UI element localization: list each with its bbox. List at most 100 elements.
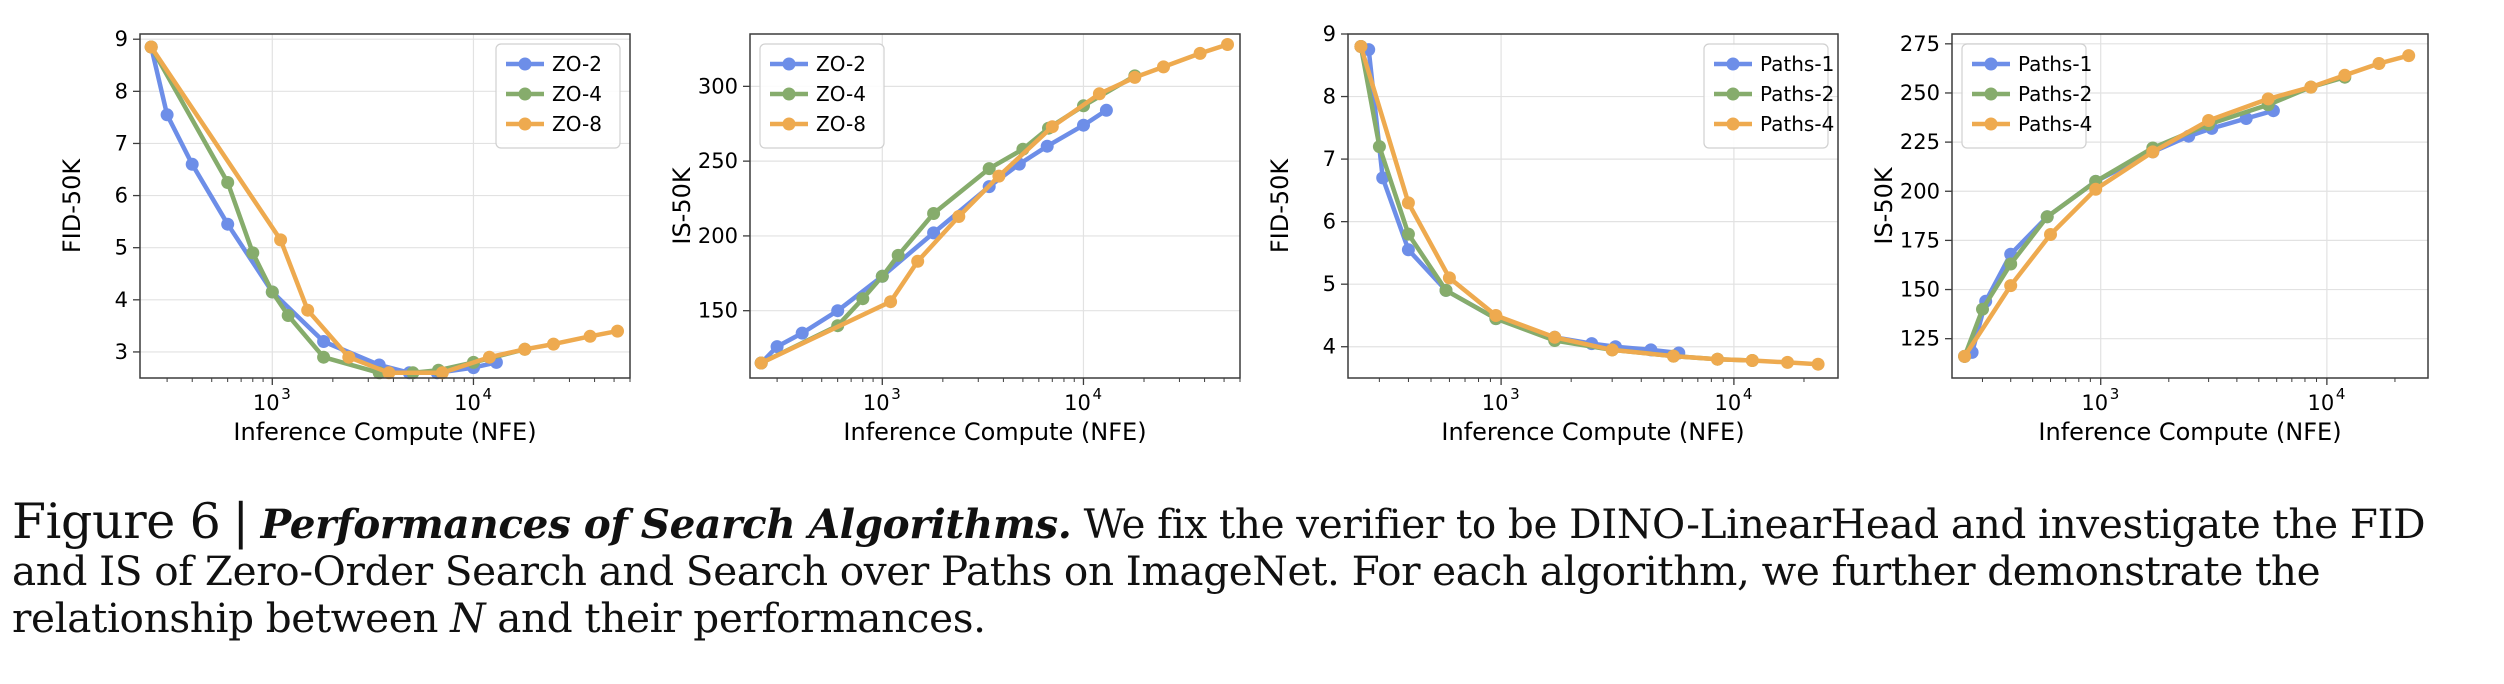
y-tick-label: 9: [115, 27, 128, 51]
data-point-zo-8: [144, 40, 158, 54]
legend-swatch-marker: [1984, 87, 1998, 101]
y-tick-label: 8: [115, 79, 128, 103]
legend: ZO-2 ZO-4 ZO-8: [759, 43, 885, 149]
data-point-zo-2: [317, 335, 331, 348]
data-point-zo-8: [1092, 87, 1106, 101]
x-tick-label: 10: [1482, 391, 1509, 415]
data-point-zo-8: [1128, 70, 1142, 84]
x-axis-label: Inference Compute (NFE): [843, 418, 1146, 446]
x-tick-exponent: 4: [1743, 385, 1753, 403]
legend-entry-label: Paths-1: [1760, 52, 1834, 76]
legend-swatch-marker: [1984, 57, 1998, 71]
caption-text-end: and their performances.: [497, 594, 986, 642]
legend-swatch-marker: [782, 57, 796, 71]
data-point-paths-2: [1439, 283, 1453, 297]
y-tick-label: 6: [115, 184, 128, 208]
data-point-paths-4: [1605, 343, 1619, 357]
x-tick-label: 10: [1064, 391, 1091, 415]
data-point-paths-4: [2044, 228, 2057, 241]
data-point-zo-8: [301, 303, 315, 317]
y-tick-label: 125: [1900, 327, 1940, 351]
legend-entry-label: ZO-8: [552, 112, 602, 136]
legend: Paths-1 Paths-2 Paths-4: [1703, 43, 1834, 149]
x-tick-label: 10: [863, 391, 890, 415]
data-point-paths-4: [1667, 349, 1680, 363]
data-point-paths-2: [2004, 257, 2018, 271]
x-tick-exponent: 3: [1510, 385, 1520, 403]
legend-entry-label: ZO-4: [816, 82, 866, 106]
x-tick-label: 10: [253, 391, 280, 415]
y-tick-label: 4: [1323, 335, 1336, 359]
data-point-zo-2: [795, 326, 809, 340]
data-point-paths-4: [2338, 68, 2352, 82]
legend-entry-label: ZO-8: [816, 112, 866, 136]
data-point-paths-4: [1442, 271, 1456, 285]
legend-entry-label: Paths-4: [1760, 112, 1834, 136]
data-point-zo-2: [770, 340, 784, 354]
data-point-paths-4: [2146, 145, 2160, 159]
caption-figure-number: Figure 6: [12, 493, 221, 550]
data-point-zo-8: [382, 366, 396, 380]
plot-frame: [749, 33, 1241, 379]
series-line-paths-2: [1962, 74, 2348, 359]
data-point-zo-2: [1077, 118, 1090, 132]
data-point-zo-2: [221, 217, 235, 231]
data-point-paths-4: [1548, 330, 1562, 344]
y-tick-label: 5: [115, 236, 128, 260]
data-point-zo-8: [1193, 46, 1207, 60]
data-point-paths-4: [1489, 309, 1503, 322]
data-point-zo-8: [342, 350, 356, 364]
caption-separator: |: [232, 493, 250, 550]
legend-swatch-marker: [1726, 87, 1740, 101]
data-point-paths-4: [2089, 182, 2103, 196]
data-point-zo-8: [884, 295, 898, 309]
y-tick-label: 5: [1323, 272, 1336, 296]
y-tick-label: 8: [1323, 85, 1336, 109]
data-point-paths-4: [1745, 354, 1759, 367]
data-point-paths-1: [1401, 243, 1415, 257]
y-tick-label: 250: [698, 149, 738, 173]
plot-frame: [139, 33, 631, 379]
x-axis-label: Inference Compute (NFE): [233, 418, 536, 446]
x-tick-label: 10: [2308, 391, 2335, 415]
legend-swatch-marker: [518, 117, 532, 131]
data-point-zo-4: [875, 269, 889, 283]
data-point-zo-8: [518, 342, 532, 356]
data-point-paths-4: [2372, 57, 2386, 70]
data-point-zo-2: [831, 304, 845, 318]
data-point-zo-8: [1045, 120, 1059, 134]
legend-entry-label: Paths-2: [2018, 82, 2092, 106]
x-tick-exponent: 3: [2110, 385, 2120, 403]
x-axis-label: Inference Compute (NFE): [1441, 418, 1744, 446]
data-point-zo-8: [482, 350, 496, 364]
data-point-zo-8: [274, 233, 288, 247]
y-tick-label: 150: [1900, 278, 1940, 302]
data-point-zo-4: [856, 292, 870, 306]
data-point-zo-8: [992, 169, 1006, 183]
data-point-zo-4: [221, 176, 235, 189]
x-tick-exponent: 3: [891, 385, 901, 403]
data-point-zo-2: [1099, 103, 1113, 117]
legend-swatch-marker: [518, 87, 532, 101]
data-point-paths-1: [1376, 171, 1390, 185]
data-point-paths-2: [1976, 302, 1989, 316]
data-point-paths-4: [2202, 114, 2216, 127]
y-tick-label: 7: [115, 131, 128, 155]
data-point-zo-8: [435, 366, 449, 380]
y-axis-label: FID-50K: [58, 158, 86, 254]
data-point-zo-2: [927, 226, 941, 240]
series-line-zo-4: [148, 44, 528, 376]
data-point-zo-4: [246, 246, 260, 260]
legend-entry-label: Paths-2: [1760, 82, 1834, 106]
y-tick-label: 9: [1323, 22, 1336, 46]
y-axis-label: IS-50K: [668, 166, 696, 245]
data-point-paths-2: [1401, 227, 1415, 241]
data-point-paths-4: [2304, 80, 2318, 94]
data-point-paths-4: [1354, 40, 1368, 53]
data-point-paths-4: [2402, 49, 2416, 63]
data-point-paths-4: [1811, 357, 1825, 371]
x-tick-exponent: 4: [2336, 385, 2346, 403]
data-point-zo-8: [547, 337, 560, 351]
